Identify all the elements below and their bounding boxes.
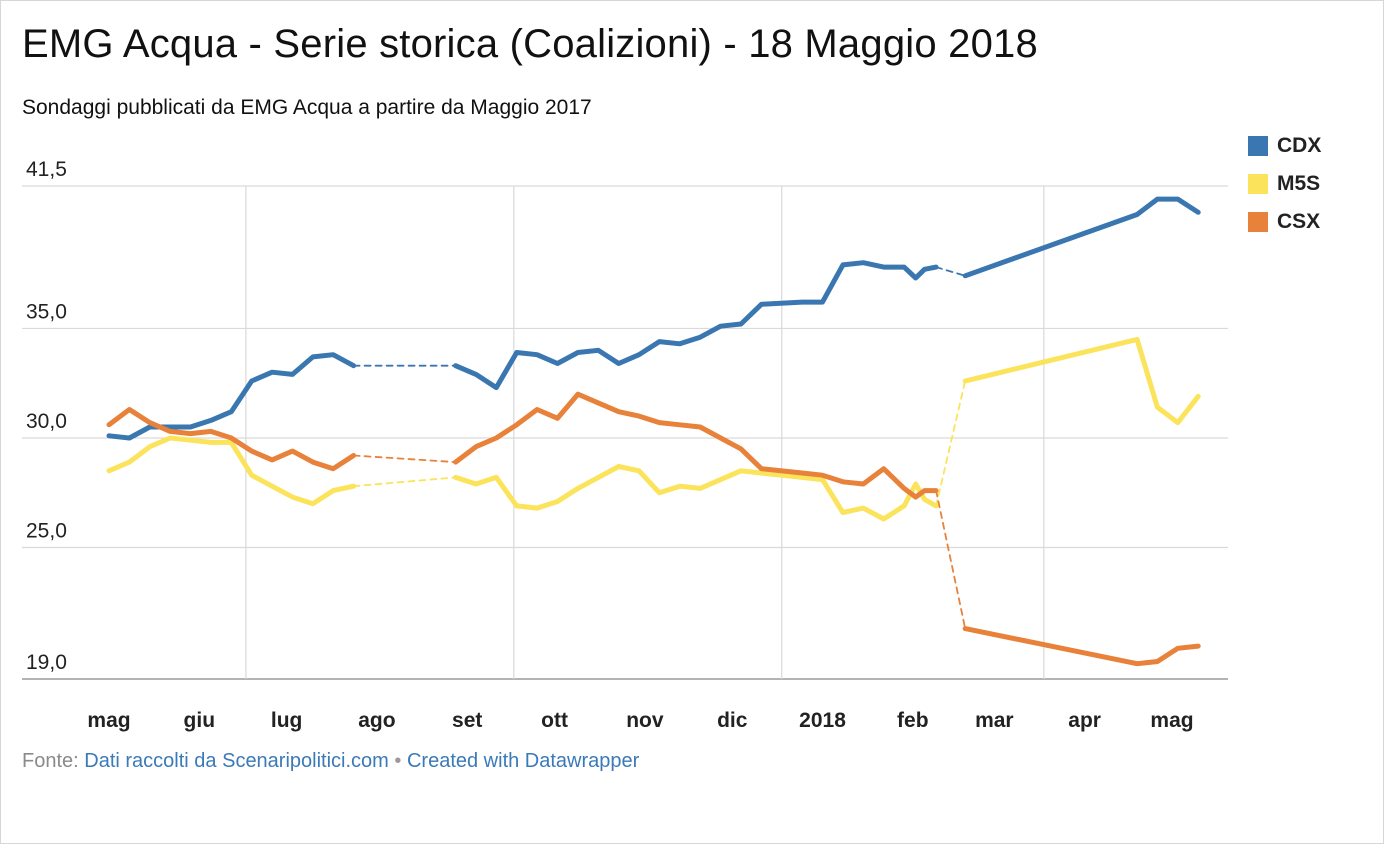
y-axis: 19,0 25,0 30,0 35,0 41,5 (26, 158, 67, 674)
chart-subtitle: Sondaggi pubblicati da EMG Acqua a parti… (22, 96, 592, 119)
series-line-cdx (453, 260, 939, 391)
source-prefix: Fonte: (22, 750, 79, 772)
x-tick-label: giu (184, 709, 216, 732)
x-tick-label: 2018 (799, 709, 846, 732)
legend-swatch-m5s (1248, 174, 1268, 194)
series-line-m5s (962, 336, 1201, 426)
x-tick-label: ago (358, 709, 395, 732)
series-line-m5s (106, 435, 357, 507)
x-tick-label: mar (975, 709, 1014, 732)
series-line-m5s-dashed (935, 380, 967, 507)
y-tick-label: 30,0 (26, 410, 67, 433)
datawrapper-link[interactable]: Created with Datawrapper (406, 750, 640, 772)
series-line-cdx (106, 352, 357, 441)
x-tick-label: apr (1068, 709, 1101, 732)
legend-item-cdx[interactable]: CDX (1248, 127, 1321, 165)
legend-label-csx: CSX (1277, 210, 1321, 233)
legend-swatch-csx (1248, 212, 1268, 232)
legend-label-cdx: CDX (1277, 134, 1322, 157)
legend-item-csx[interactable]: CSX (1248, 203, 1321, 241)
y-tick-label: 19,0 (26, 651, 67, 674)
x-tick-label: set (452, 709, 482, 732)
source-link[interactable]: Dati raccolti da Scenaripolitici.com (84, 750, 389, 772)
x-tick-label: feb (897, 709, 929, 732)
series-line-csx (106, 407, 357, 472)
series-line-cdx (962, 196, 1201, 279)
chart-title: EMG Acqua - Serie storica (Coalizioni) -… (22, 22, 1038, 66)
legend-item-m5s[interactable]: M5S (1248, 165, 1321, 203)
series-line-csx-dashed (352, 454, 457, 463)
x-tick-label: mag (87, 709, 130, 732)
x-tick-label: lug (271, 709, 303, 732)
y-tick-label: 25,0 (26, 520, 67, 543)
series-line-csx-dashed (935, 489, 967, 630)
series-line-cdx-dashed (935, 266, 967, 277)
series-layer (106, 196, 1201, 667)
series-line-csx (453, 391, 939, 500)
legend-label-m5s: M5S (1277, 172, 1321, 195)
legend-swatch-cdx (1248, 136, 1268, 156)
y-tick-label: 35,0 (26, 300, 67, 323)
footer: Fonte: Dati raccolti da Scenaripolitici.… (22, 750, 639, 773)
x-tick-label: dic (717, 709, 748, 732)
series-line-csx (962, 626, 1201, 667)
series-line-m5s (453, 464, 939, 522)
grid-layer (22, 185, 1228, 680)
footer-separator: • (394, 750, 402, 772)
legend: CDX M5S CSX (1248, 127, 1321, 241)
x-tick-label: nov (626, 709, 664, 732)
x-tick-label: ott (541, 709, 568, 732)
series-line-m5s-dashed (352, 476, 457, 488)
y-tick-label: 41,5 (26, 158, 67, 181)
x-axis: mag giu lug ago set ott nov dic 2018 feb mar apr mag (87, 709, 1193, 732)
x-tick-label: mag (1150, 709, 1193, 732)
